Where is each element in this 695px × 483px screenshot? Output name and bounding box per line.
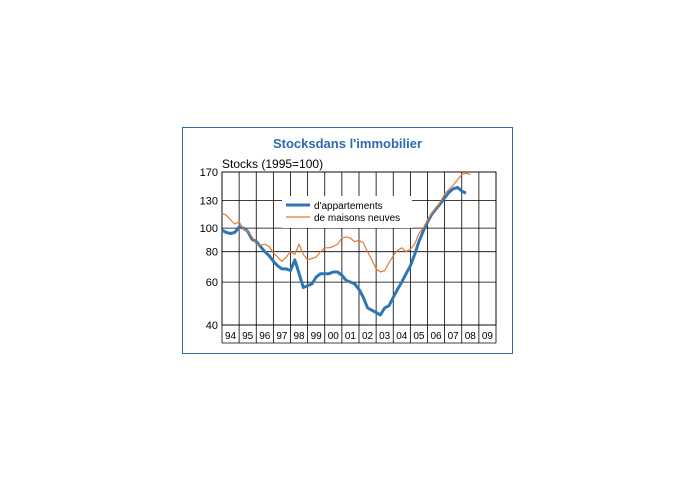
x-tick-label: 00: [328, 331, 340, 342]
y-axis-label: Stocks (1995=100): [222, 157, 324, 171]
series-line-maisons-neuves: [221, 172, 471, 273]
x-tick-label: 03: [379, 331, 391, 342]
x-tick-label: 99: [311, 331, 323, 342]
x-tick-label: 95: [242, 331, 254, 342]
x-tick-label: 97: [276, 331, 288, 342]
y-tick-label: 130: [200, 195, 218, 207]
x-tick-label: 09: [482, 331, 494, 342]
x-tick-label: 06: [431, 331, 443, 342]
y-tick-label: 100: [200, 223, 218, 235]
y-tick-label: 40: [206, 320, 218, 332]
x-tick-label: 04: [396, 331, 408, 342]
y-tick-label: 170: [200, 167, 218, 179]
y-tick-label: 80: [206, 247, 218, 259]
chart-title: Stocksdans l'immobilier: [272, 136, 423, 151]
y-tick-label: 60: [206, 277, 218, 289]
plot-border: [221, 171, 497, 326]
legend-background: [282, 196, 412, 228]
legend-label: de maisons neuves: [314, 213, 400, 224]
x-tick-label: 08: [465, 331, 477, 342]
x-tick-label: 02: [362, 331, 374, 342]
x-tick-label: 98: [294, 331, 306, 342]
chart-frame: Stocksdans l'immobilier Stocks (1995=100…: [182, 127, 513, 354]
series-line-appartements: [221, 185, 467, 317]
x-tick-label: 94: [225, 331, 237, 342]
x-tick-label: 07: [448, 331, 460, 342]
x-tick-label: 05: [413, 331, 425, 342]
x-tick-label: 96: [259, 331, 271, 342]
line-chart: 40 60 80 100 130 170 94 95 96 97 98 99 00 01 02 03 04 05 0…: [200, 167, 497, 344]
x-tick-label: 01: [345, 331, 357, 342]
legend-label: d'appartements: [314, 201, 383, 212]
